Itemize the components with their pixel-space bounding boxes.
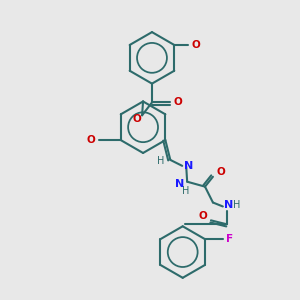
Text: N: N <box>175 179 184 189</box>
Text: N: N <box>184 161 193 171</box>
Text: H: H <box>182 186 189 196</box>
Text: O: O <box>173 98 182 107</box>
Text: O: O <box>217 167 225 177</box>
Text: H: H <box>157 156 164 166</box>
Text: H: H <box>233 200 240 211</box>
Text: O: O <box>87 135 95 145</box>
Text: N: N <box>224 200 233 211</box>
Text: F: F <box>226 234 233 244</box>
Text: O: O <box>133 114 142 124</box>
Text: O: O <box>192 40 200 50</box>
Text: O: O <box>199 212 207 221</box>
